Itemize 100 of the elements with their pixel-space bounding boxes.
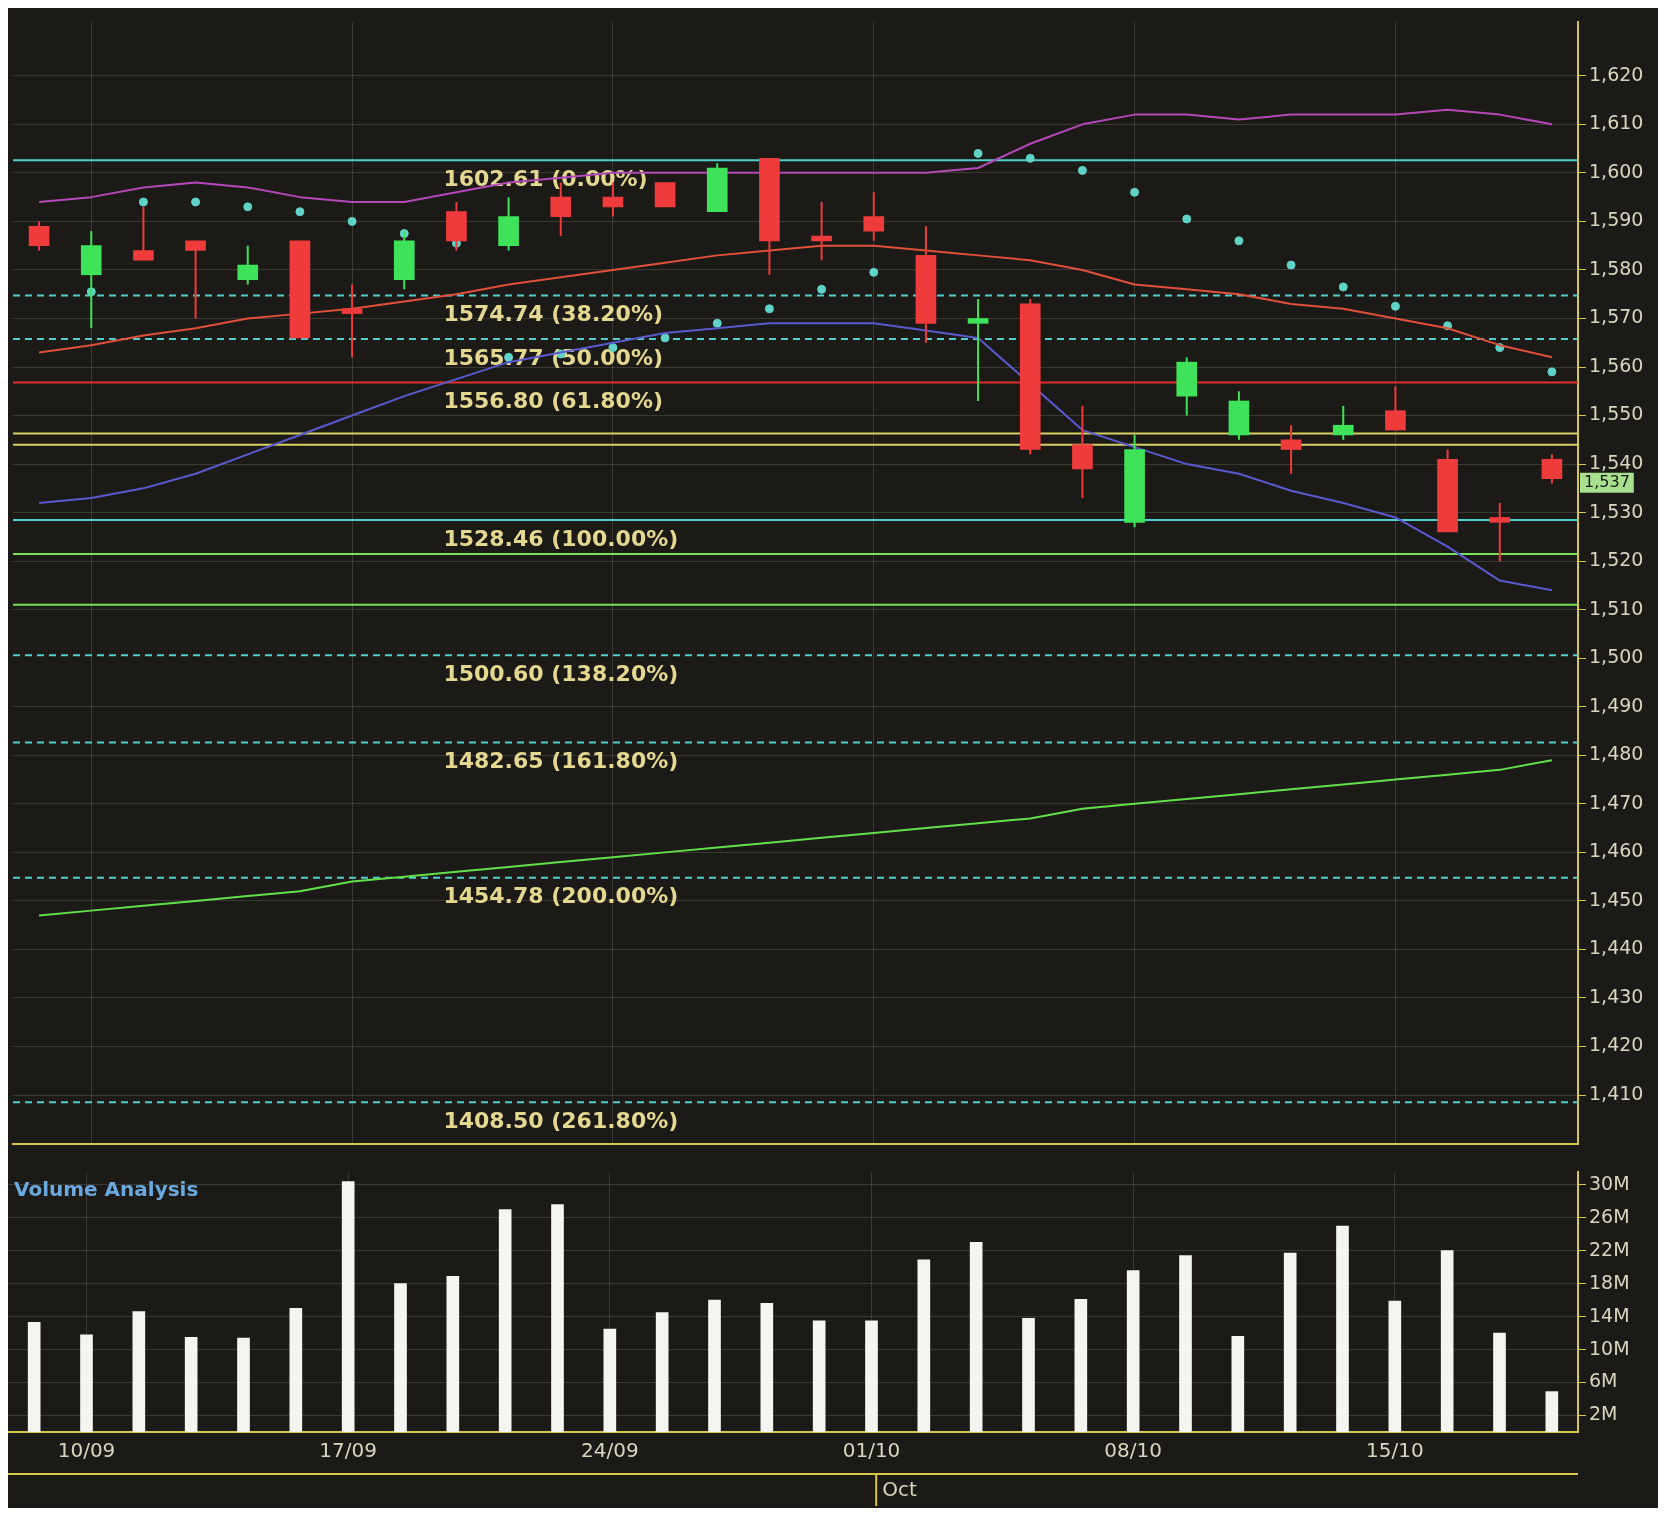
y-tick-label: 1,450	[1589, 887, 1644, 910]
bar	[655, 1312, 669, 1432]
bar	[27, 1322, 41, 1432]
candlestick	[1124, 433, 1145, 529]
y-tick-label: 1,490	[1589, 693, 1644, 716]
candlestick	[80, 230, 102, 330]
y-tick-label: 1,460	[1589, 839, 1644, 862]
point	[1077, 165, 1087, 175]
candlestick	[446, 200, 467, 252]
point	[347, 216, 357, 226]
y-tick-label: 18M	[1589, 1270, 1630, 1293]
point	[1130, 187, 1140, 197]
candlestick	[237, 244, 259, 286]
y-tick-label: 1,440	[1589, 936, 1644, 959]
y-tick-label: 1,520	[1589, 548, 1644, 571]
ref-line-label: 1408.50 (261.80%)	[443, 1108, 679, 1134]
bar	[1545, 1391, 1559, 1432]
point	[1338, 282, 1348, 292]
bar	[498, 1209, 512, 1432]
ref-line-label: 1556.80 (61.80%)	[443, 388, 663, 414]
candlestick	[863, 191, 885, 242]
y-tick-label: 1,430	[1589, 984, 1644, 1007]
y-tick-label: 1,600	[1589, 159, 1644, 182]
candlestick	[1176, 356, 1198, 417]
bar	[289, 1308, 303, 1432]
ref-line-label: 1500.60 (138.20%)	[443, 661, 679, 687]
point	[1025, 153, 1035, 163]
y-tick-label: 1,590	[1589, 208, 1644, 231]
point	[1182, 214, 1192, 224]
y-tick-label: 1,560	[1589, 353, 1644, 376]
y-tick-label: 1,470	[1589, 790, 1644, 813]
candlestick	[498, 196, 519, 252]
y-tick-label: 30M	[1589, 1171, 1630, 1194]
point	[1286, 260, 1296, 270]
y-tick-label: 14M	[1589, 1303, 1630, 1326]
bar	[1126, 1270, 1140, 1432]
bar	[394, 1283, 407, 1432]
point	[1390, 301, 1400, 311]
point	[1234, 236, 1244, 246]
ref-line-label: 1454.78 (200.00%)	[443, 883, 679, 909]
candlestick	[341, 283, 363, 359]
candlestick	[1385, 385, 1406, 432]
point	[191, 197, 201, 207]
bar	[917, 1259, 931, 1432]
x-tick-label: 10/09	[57, 1438, 116, 1463]
ref-line-label: 1574.74 (38.20%)	[443, 301, 663, 327]
bar	[1074, 1298, 1088, 1432]
x-tick-label: 17/09	[319, 1438, 377, 1463]
point	[1547, 367, 1557, 377]
bar	[1388, 1300, 1402, 1432]
y-tick-label: 1,510	[1589, 596, 1644, 619]
bar	[969, 1242, 983, 1432]
y-tick-label: 22M	[1589, 1237, 1630, 1260]
candlestick	[1437, 448, 1458, 534]
chart-title: Volume Analysis	[14, 1176, 199, 1201]
x-tick-label: 01/10	[842, 1438, 901, 1463]
bar	[184, 1336, 198, 1432]
candlestick	[1019, 298, 1041, 456]
bar	[1022, 1317, 1035, 1432]
candlestick	[706, 162, 728, 213]
y-tick-label: 1,540	[1589, 451, 1644, 474]
y-tick-label: 6M	[1589, 1369, 1618, 1392]
y-tick-label: 1,500	[1589, 645, 1644, 668]
bar	[446, 1275, 460, 1432]
bar	[865, 1320, 878, 1432]
bar	[551, 1204, 564, 1432]
bar	[812, 1320, 826, 1432]
point	[817, 284, 827, 294]
y-tick-label: 26M	[1589, 1204, 1630, 1227]
bar	[237, 1337, 250, 1432]
candlestick	[185, 239, 206, 320]
candlestick	[1280, 424, 1302, 475]
bar	[1179, 1255, 1192, 1432]
bar	[132, 1311, 146, 1432]
y-tick-label: 1,550	[1589, 402, 1644, 425]
text: Oct	[882, 1477, 917, 1502]
candlestick	[967, 298, 989, 402]
point	[764, 304, 774, 314]
candlestick	[759, 157, 780, 276]
candlestick	[1489, 501, 1511, 563]
x-tick-label: 08/10	[1104, 1438, 1162, 1463]
y-tick-label: 1,570	[1589, 305, 1644, 328]
bar	[760, 1303, 774, 1432]
point	[869, 267, 879, 277]
point	[138, 197, 148, 207]
bar	[1231, 1336, 1245, 1432]
y-tick-label: 1,480	[1589, 742, 1644, 765]
bar	[341, 1181, 355, 1432]
y-tick-label: 1,420	[1589, 1033, 1644, 1056]
point	[973, 148, 983, 158]
point	[243, 202, 253, 212]
y-tick-label: 1,610	[1589, 111, 1644, 134]
text: 1,537	[1584, 471, 1630, 491]
bar	[603, 1328, 617, 1432]
y-tick-label: 1,410	[1589, 1082, 1644, 1104]
ref-line-label: 1482.65 (161.80%)	[443, 748, 679, 774]
bar	[1493, 1332, 1506, 1432]
x-tick-label: 24/09	[581, 1438, 639, 1463]
y-tick-label: 10M	[1589, 1336, 1630, 1359]
y-tick-label: 1,580	[1589, 256, 1644, 279]
